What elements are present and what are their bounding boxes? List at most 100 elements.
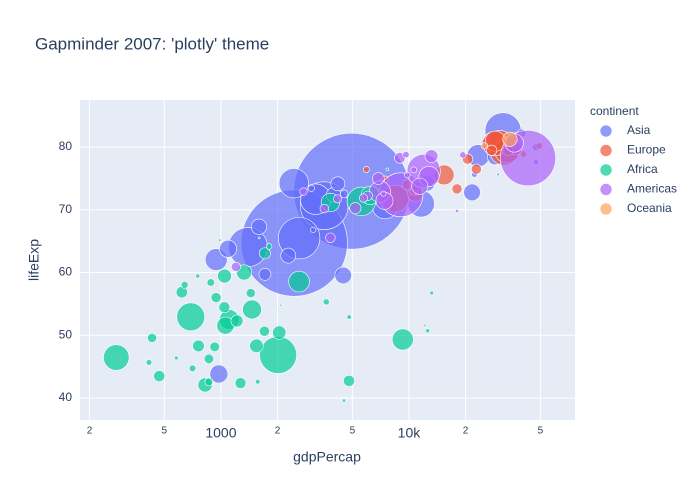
bubble (279, 303, 283, 307)
legend-label: Europe (627, 143, 666, 157)
bubble (425, 328, 430, 334)
bubble (206, 278, 215, 287)
bubble (258, 267, 272, 281)
bubble (363, 166, 370, 173)
bubble (188, 364, 197, 372)
bubble (343, 374, 355, 387)
legend: Asia Europe Africa Americas Oceania (599, 123, 677, 216)
bubble (265, 243, 273, 250)
bubble (209, 341, 220, 352)
legend-title: continent (590, 104, 639, 118)
bubble (310, 226, 317, 233)
bubble (255, 379, 261, 385)
bubble (380, 190, 387, 197)
bubble (459, 151, 467, 159)
labels: 2 5 1000 2 5 10k 2 5 40 50 60 70 80 (59, 139, 544, 440)
legend-label: Americas (627, 182, 677, 196)
bubble (176, 302, 206, 332)
bubble (219, 239, 237, 258)
bubble (480, 142, 488, 150)
bubble (502, 131, 518, 147)
bubble (486, 144, 498, 156)
bubble (230, 261, 241, 272)
bubble (280, 247, 297, 264)
bubble (372, 172, 385, 185)
x-tick-label: 10k (398, 425, 422, 441)
bubble (195, 273, 201, 279)
bubble (249, 338, 264, 353)
y-tick-label: 60 (59, 265, 73, 279)
y-axis-title: lifeExp (26, 239, 42, 281)
bubble (103, 344, 130, 371)
x-axis-title: gdpPercap (293, 449, 361, 465)
bubble (204, 377, 214, 387)
bubble (385, 167, 390, 172)
legend-label: Oceania (627, 201, 672, 215)
bubble (423, 323, 427, 327)
bubble (288, 270, 310, 293)
bubble (402, 151, 410, 159)
x-tick-label: 5 (350, 426, 356, 437)
bubble (209, 364, 229, 384)
chart-title: Gapminder 2007: 'plotly' theme (35, 34, 269, 53)
bubble (147, 333, 157, 343)
bubble (339, 189, 349, 199)
bubble (234, 377, 247, 389)
bubble (259, 336, 297, 374)
bubble (245, 288, 256, 298)
bubble (410, 166, 418, 174)
bubble (330, 176, 346, 192)
bubble (230, 314, 244, 328)
y-tick-label: 50 (59, 327, 73, 341)
bubble (180, 281, 189, 289)
bubble (451, 183, 463, 195)
bubble (455, 208, 459, 213)
bubble (272, 325, 287, 340)
bubble (218, 238, 222, 242)
bubble (333, 194, 343, 204)
bubble (192, 339, 205, 353)
bubble (258, 247, 271, 260)
bubble (404, 171, 411, 179)
bubble (217, 268, 232, 284)
bubble (349, 202, 362, 215)
x-tick-label: 2 (275, 426, 281, 437)
bubble (358, 193, 368, 203)
x-tick-label: 5 (538, 426, 544, 437)
legend-marker (599, 144, 613, 157)
bubble (218, 301, 231, 314)
bubble (203, 353, 214, 364)
bubble (259, 325, 270, 337)
markers (103, 112, 556, 403)
y-tick-label: 40 (59, 390, 73, 404)
y-tick-label: 70 (59, 202, 73, 216)
bubble (210, 292, 222, 303)
bubble (319, 203, 330, 214)
bubble (145, 359, 153, 366)
bubble (299, 187, 308, 196)
x-tick-label: 5 (162, 426, 168, 437)
legend-marker (599, 124, 613, 138)
bubble (391, 328, 414, 351)
bubble (257, 236, 261, 240)
legend-label: Africa (627, 162, 658, 176)
bubble (334, 266, 352, 285)
x-tick-label: 2 (463, 426, 469, 437)
bubble (153, 370, 166, 383)
bubble (463, 183, 481, 202)
bubble (470, 163, 482, 175)
legend-marker (599, 202, 613, 216)
legend-marker (599, 163, 613, 177)
bubble (411, 177, 429, 195)
bubble (346, 314, 352, 320)
bubble (496, 172, 500, 177)
bubble (424, 149, 439, 163)
legend-label: Asia (627, 123, 651, 137)
bubble (174, 355, 179, 361)
bubble (307, 184, 315, 192)
y-tick-label: 80 (59, 139, 73, 153)
legend-marker (599, 183, 613, 196)
bubble (341, 398, 346, 403)
bubble (325, 232, 336, 243)
